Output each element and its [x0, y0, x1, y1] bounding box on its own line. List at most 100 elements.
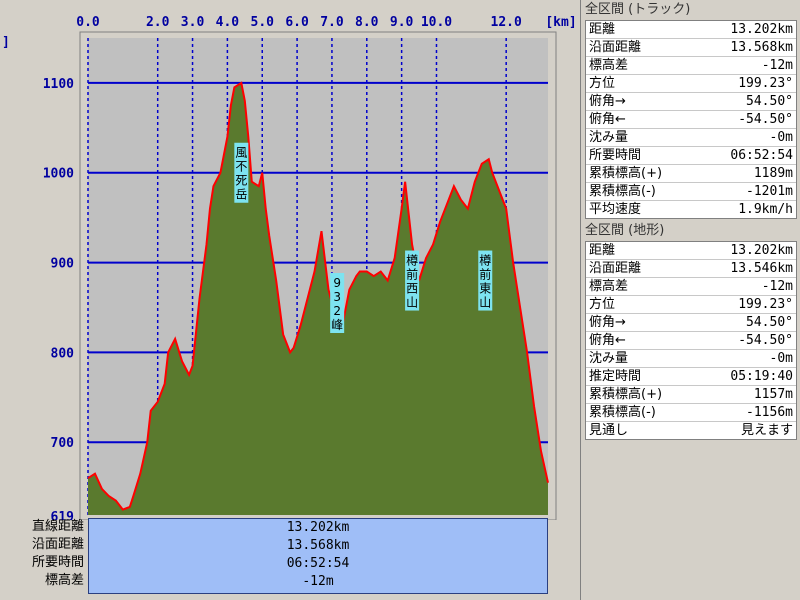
panel_terrain-row-label: 沈み量: [589, 351, 629, 366]
panel_terrain-row-label: 沿面距離: [589, 261, 642, 276]
panel_track-row: 方位 199.23°: [586, 75, 796, 93]
panel_track-row-label: 距離: [589, 22, 616, 37]
panel_track-row-label: 方位: [589, 76, 616, 91]
panel_track-row-label: 俯角→: [589, 94, 626, 109]
panel_terrain-row-value: -0m: [769, 351, 793, 366]
elevation-area: [88, 82, 548, 515]
panel_track-row: 累積標高(-) -1201m: [586, 183, 796, 201]
elevation-line: [87, 81, 549, 511]
panel_terrain-row-value: -12m: [761, 279, 793, 294]
y-tick-label: 1000: [43, 167, 74, 182]
x-tick-label: 3.0: [181, 15, 205, 30]
panel_terrain-row-value: -1156m: [746, 405, 793, 420]
panel_terrain-row: 俯角← -54.50°: [586, 332, 796, 350]
panel-track: 距離 13.202km 沿面距離 13.568km 標高差 -12m 方位 199.23° 俯角…: [585, 20, 797, 219]
y-tick-label: 700: [51, 436, 75, 451]
x-tick-label: 5.0: [251, 15, 275, 30]
peak-label-text: 樽前西山: [406, 253, 418, 310]
summary-labels: 直線距離 沿面距離 所要時間 標高差: [0, 518, 84, 590]
panel_terrain-row-value: 1157m: [753, 387, 793, 402]
panel_track-row: 沈み量 -0m: [586, 129, 796, 147]
panel_terrain-row-label: 距離: [589, 243, 616, 258]
summary-value-straight-distance: 13.202km: [286, 520, 350, 535]
panel_track-row: 俯角→ 54.50°: [586, 93, 796, 111]
y-tick-label: 900: [51, 257, 75, 272]
panel_track-row-label: 所要時間: [589, 148, 642, 163]
x-tick-label: 12.0: [491, 15, 522, 30]
summary-label-straight-distance: 直線距離: [31, 519, 84, 534]
elevation-profile-chart[interactable]: 619 700 800 900 1000 1100 0.0 2.0 3.0 4.0 5.0 6.0 7.…: [0, 0, 580, 520]
summary-label-elevation-diff: 標高差: [44, 573, 84, 588]
panel_track-row-value: 13.568km: [730, 40, 793, 55]
panel_terrain-row: 沿面距離 13.546km: [586, 260, 796, 278]
panel_track-row-value: -54.50°: [738, 112, 793, 127]
panel_track-row-value: 1.9km/h: [738, 202, 793, 217]
y-tick-label: 619: [51, 510, 74, 520]
panel_terrain-row: 沈み量 -0m: [586, 350, 796, 368]
panel_terrain-row: 累積標高(-) -1156m: [586, 404, 796, 422]
panel_terrain-row: 方位 199.23°: [586, 296, 796, 314]
x-tick-label: 9.0: [390, 15, 414, 30]
panel_terrain-row-value: 見えます: [740, 423, 793, 438]
panel_track-row: 標高差 -12m: [586, 57, 796, 75]
y-tick-label: 800: [51, 346, 75, 361]
panel_track-row-label: 累積標高(+): [589, 166, 663, 181]
summary-box: 13.202km 13.568km 06:52:54 -12m: [88, 518, 548, 594]
x-tick-label: 4.0: [216, 15, 240, 30]
peak-label-bg: [234, 142, 249, 203]
panel_terrain-row-label: 俯角←: [589, 333, 626, 348]
panel_track-row: 俯角← -54.50°: [586, 111, 796, 129]
panel_track-row-value: -0m: [769, 130, 793, 145]
panel_track-row: 距離 13.202km: [586, 21, 796, 39]
panel_track-row-value: 13.202km: [730, 22, 793, 37]
x-tick-label: 7.0: [320, 15, 344, 30]
panel_terrain-row-label: 累積標高(+): [589, 387, 663, 402]
peak-label-bg: [405, 250, 420, 311]
panel_track-row-label: 俯角←: [589, 112, 626, 127]
panel_terrain-row: 俯角→ 54.50°: [586, 314, 796, 332]
panel_track-row-value: 1189m: [753, 166, 793, 181]
panel-track-title: 全区間 (トラック): [585, 2, 691, 17]
x-tick-label: 2.0: [146, 15, 170, 30]
summary-value-elevation-diff: -12m: [302, 574, 334, 589]
panel_track-row: 累積標高(+) 1189m: [586, 165, 796, 183]
panel_terrain-row-value: 54.50°: [746, 315, 793, 330]
panel_terrain-row-value: -54.50°: [738, 333, 793, 348]
panel_terrain-row-label: 推定時間: [589, 369, 642, 384]
summary-label-surface-distance: 沿面距離: [31, 537, 84, 552]
summary-label-required-time: 所要時間: [31, 555, 84, 570]
panel_track-row-label: 標高差: [589, 58, 629, 73]
panel-terrain-title: 全区間 (地形): [585, 223, 665, 238]
x-tick-label: 10.0: [421, 15, 452, 30]
x-tick-label: 6.0: [285, 15, 309, 30]
panel_track-row-label: 累積標高(-): [589, 184, 656, 199]
panel_track-row-label: 沿面距離: [589, 40, 642, 55]
panel_terrain-row-value: 199.23°: [738, 297, 793, 312]
panel-terrain: 距離 13.202km 沿面距離 13.546km 標高差 -12m 方位 199.23° 俯角…: [585, 241, 797, 440]
panel_terrain-row: 距離 13.202km: [586, 242, 796, 260]
peak-label-bg: [478, 250, 493, 311]
panel_terrain-row-label: 累積標高(-): [589, 405, 656, 420]
panel_terrain-row: 累積標高(+) 1157m: [586, 386, 796, 404]
x-tick-label: 0.0: [76, 15, 100, 30]
panel_track-row: 所要時間 06:52:54: [586, 147, 796, 165]
y-tick-label: 1100: [43, 77, 74, 92]
peak-label-text: 樽前東山: [479, 253, 491, 310]
peak-label-bg: [330, 273, 345, 333]
peak-label: 樽前東山: [478, 250, 493, 311]
panel_track-row: 沿面距離 13.568km: [586, 39, 796, 57]
panel_terrain-row: 推定時間 05:19:40: [586, 368, 796, 386]
panel_terrain-row-value: 05:19:40: [730, 369, 793, 384]
panel_track-row-value: 06:52:54: [730, 148, 793, 163]
panel_track-row-value: -12m: [761, 58, 793, 73]
peak-label: 樽前西山: [405, 250, 420, 311]
panel_track-row-label: 沈み量: [589, 130, 629, 145]
panel_terrain-row-value: 13.546km: [730, 261, 793, 276]
panel_terrain-row-label: 標高差: [589, 279, 629, 294]
panel_terrain-row-label: 見通し: [589, 423, 629, 438]
panel_terrain-row-value: 13.202km: [730, 243, 793, 258]
peak-label-text: 風不死岳: [235, 146, 247, 202]
panel_track-row-value: 54.50°: [746, 94, 793, 109]
y-axis-bracket: ]: [2, 35, 10, 50]
